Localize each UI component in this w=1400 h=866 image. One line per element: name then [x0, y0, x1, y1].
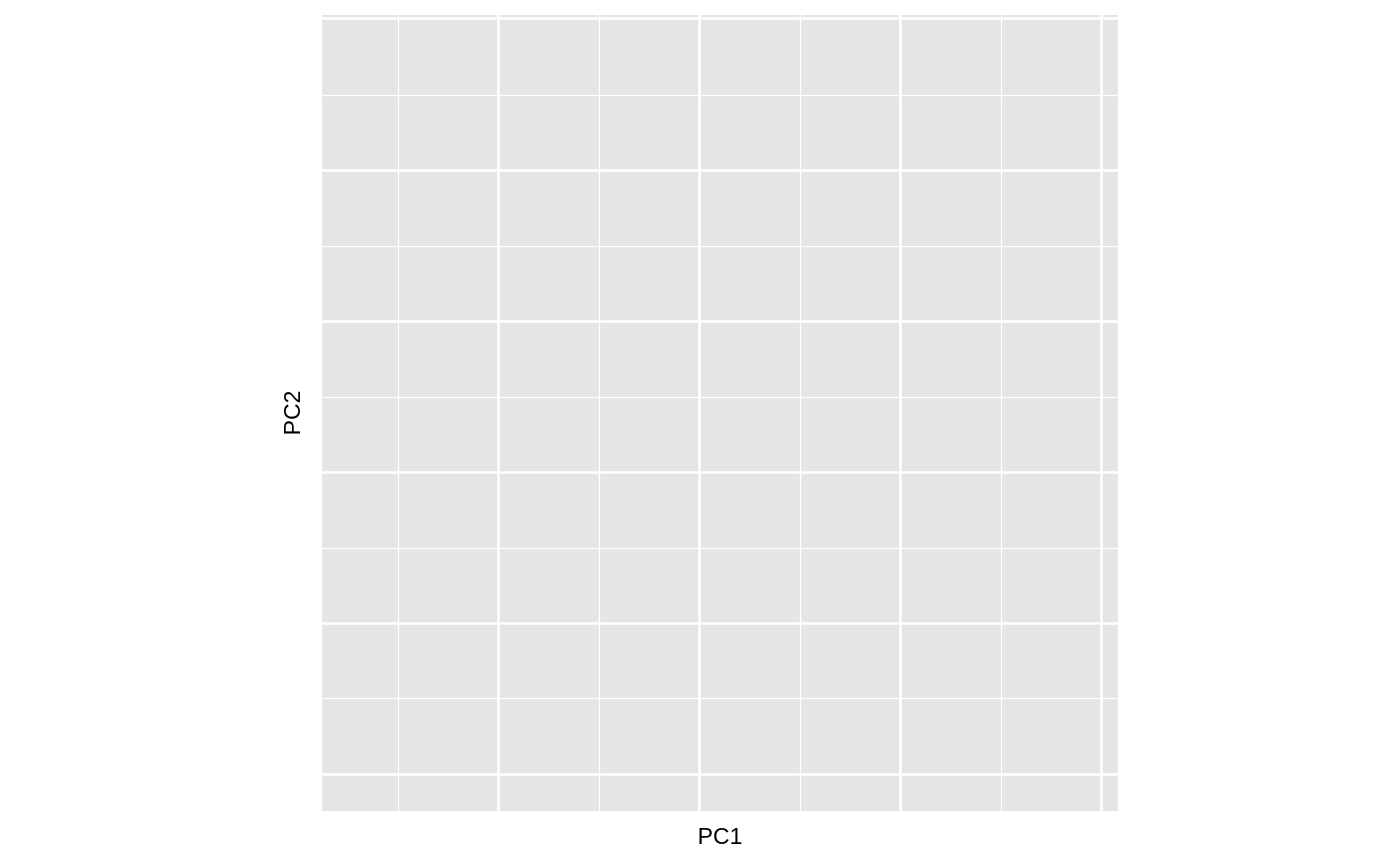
minor-gridlines	[322, 15, 1118, 811]
x-axis-title: PC1	[698, 823, 743, 849]
major-gridlines	[322, 15, 1118, 811]
y-axis-title: PC2	[279, 391, 305, 436]
plot-panel	[322, 15, 1118, 811]
